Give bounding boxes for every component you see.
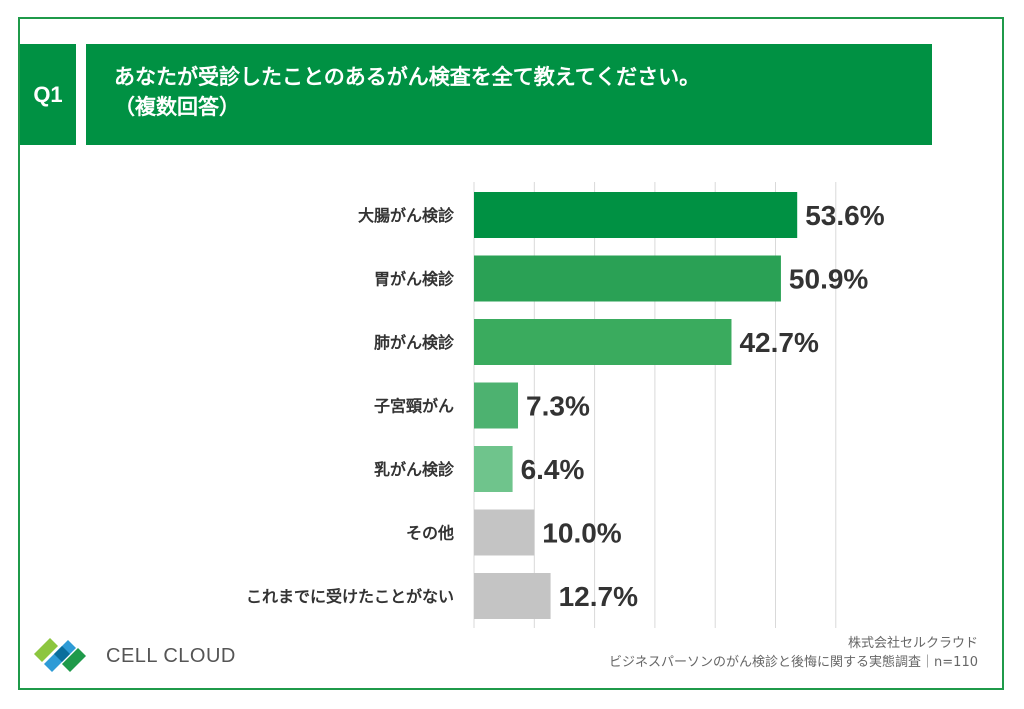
source-note: 株式会社セルクラウド ビジネスパーソンのがん検診と後悔に関する実態調査｜n=11… [609,634,978,672]
data-label: 12.7% [559,581,638,612]
category-label: その他 [406,524,454,543]
data-label: 50.9% [789,264,868,295]
bar [474,255,781,302]
question-text: あなたが受診したことのあるがん検査を全て教えてください。 [114,65,701,89]
source-survey: ビジネスパーソンのがん検診と後悔に関する実態調査｜n=110 [609,655,978,670]
source-company: 株式会社セルクラウド [847,636,978,651]
brand-name: CELL CLOUD [106,645,236,667]
data-label: 6.4% [521,454,585,485]
bar [474,509,535,556]
data-label: 7.3% [526,391,590,422]
question-banner: あなたが受診したことのあるがん検査を全て教えてください。 （複数回答） [86,44,932,145]
category-label: 乳がん検診 [374,460,455,479]
data-label: 10.0% [542,518,621,549]
category-label: 大腸がん検診 [358,206,455,225]
question-note: （複数回答） [114,95,240,119]
category-label: 胃がん検診 [374,270,455,289]
cell-cloud-logo-icon [34,638,86,672]
question-badge: Q1 [20,44,76,145]
data-label: 53.6% [805,200,884,231]
data-label: 42.7% [739,327,818,358]
chart-frame [18,17,1004,690]
category-label: これまでに受けたことがない [246,587,454,606]
bar [474,192,798,238]
category-label: 肺がん検診 [374,333,455,352]
bar [474,446,513,492]
bar [474,319,732,365]
bar [474,382,519,429]
bar [474,573,551,619]
category-label: 子宮頸がん [374,397,454,416]
